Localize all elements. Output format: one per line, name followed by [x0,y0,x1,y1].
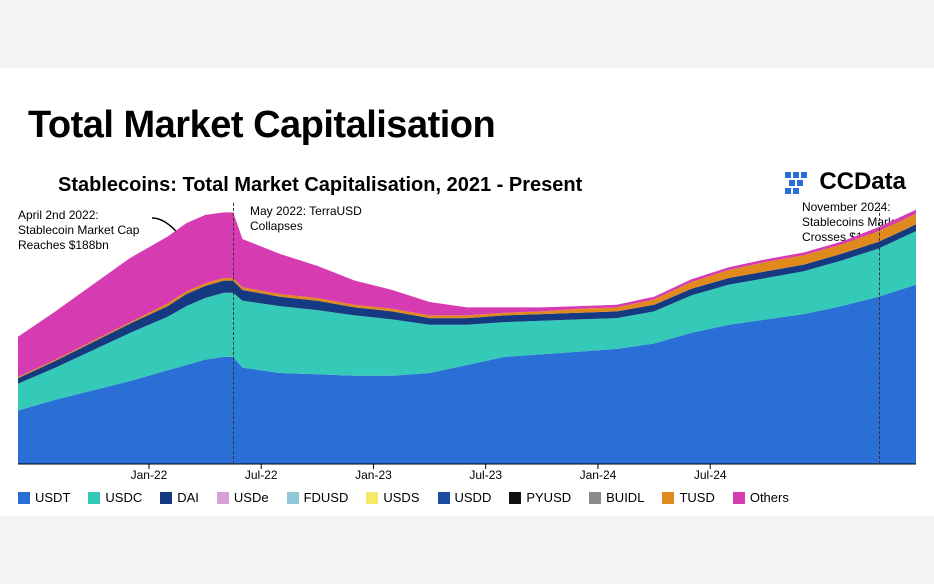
legend-label: Others [750,490,789,505]
legend-swatch [662,492,674,504]
legend-swatch [18,492,30,504]
legend-label: FDUSD [304,490,349,505]
legend-label: DAI [177,490,199,505]
legend-label: BUIDL [606,490,644,505]
x-axis-label: Jan-24 [580,468,617,482]
chart-area [18,203,916,484]
legend-label: USDe [234,490,269,505]
legend-item: PYUSD [509,490,571,505]
legend-swatch [438,492,450,504]
legend-item: BUIDL [589,490,644,505]
legend-item: Others [733,490,789,505]
legend-swatch [88,492,100,504]
legend-item: USDS [366,490,419,505]
legend-item: TUSD [662,490,714,505]
legend-label: USDC [105,490,142,505]
chart-card: Total Market Capitalisation Stablecoins:… [0,68,934,516]
legend-swatch [509,492,521,504]
legend-swatch [589,492,601,504]
legend-item: USDC [88,490,142,505]
legend-label: USDD [455,490,492,505]
brand-icon [783,170,811,194]
legend-label: TUSD [679,490,714,505]
x-axis-label: Jul-23 [469,468,502,482]
page-title: Total Market Capitalisation [28,104,495,147]
legend-label: USDT [35,490,70,505]
legend-item: USDD [438,490,492,505]
legend-swatch [366,492,378,504]
letterbox-top [0,0,934,68]
stacked-area-chart [18,203,916,484]
legend-item: FDUSD [287,490,349,505]
legend-item: USDT [18,490,70,505]
brand-logo: CCData [783,168,906,196]
chart-subtitle: Stablecoins: Total Market Capitalisation… [58,174,582,197]
x-axis-label: Jul-22 [245,468,278,482]
legend-item: DAI [160,490,199,505]
legend-swatch [217,492,229,504]
legend-swatch [160,492,172,504]
legend-swatch [287,492,299,504]
x-axis-label: Jan-23 [355,468,392,482]
legend-label: PYUSD [526,490,571,505]
legend-swatch [733,492,745,504]
letterbox-bottom [0,516,934,584]
brand-text: CCData [819,168,906,196]
event-line [879,203,880,464]
x-axis-label: Jul-24 [694,468,727,482]
x-axis-label: Jan-22 [131,468,168,482]
event-line [233,203,234,464]
chart-legend: USDT USDC DAI USDe FDUSD USDS USDD PYUSD BUIDL TU… [18,490,916,505]
legend-label: USDS [383,490,419,505]
legend-item: USDe [217,490,269,505]
